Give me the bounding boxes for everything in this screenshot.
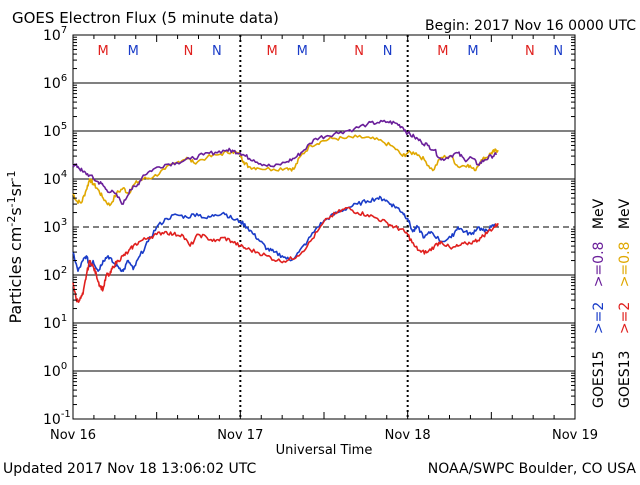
y-tick-label: 106	[43, 73, 67, 92]
legend: GOES15 >=2 >=0.8 MeV GOES13 >=2 >=0.8 Me…	[591, 198, 633, 408]
magnetopause-marker: N	[354, 44, 364, 59]
y-tick-label: 100	[43, 361, 67, 380]
legend-goes15-08mev: >=0.8	[591, 242, 607, 288]
x-axis-title: Universal Time	[276, 443, 373, 458]
y-tick-label: 104	[43, 169, 67, 188]
magnetopause-marker: N	[212, 44, 222, 59]
y-tick-label: 105	[43, 121, 67, 140]
legend-sat-goes15: GOES15	[591, 351, 607, 408]
series-line	[72, 119, 498, 205]
series-layer	[72, 119, 499, 304]
legend-goes15-unit: MeV	[591, 198, 607, 229]
legend-goes13-2mev: >=2	[617, 302, 633, 334]
series-line	[72, 195, 497, 273]
legend-row-goes15: GOES15 >=2 >=0.8 MeV	[591, 198, 607, 408]
magnetopause-marker: N	[383, 44, 393, 59]
legend-row-goes13: GOES13 >=2 >=0.8 MeV	[617, 198, 633, 408]
series-line	[72, 206, 499, 304]
magnetopause-marker: M	[267, 44, 278, 59]
y-tick-label: 10-1	[43, 409, 71, 428]
magnetopause-marker: M	[98, 44, 109, 59]
magnetopause-marker: N	[184, 44, 194, 59]
y-tick-label: 107	[43, 25, 67, 44]
y-axis-title: Particles cm-2s-1sr-1	[5, 170, 25, 323]
begin-label: Begin: 2017 Nov 16 0000 UTC	[425, 18, 636, 34]
series-line	[72, 134, 499, 207]
x-axis-ticks: Nov 16 Nov 17 Nov 18 Nov 19	[50, 35, 598, 443]
y-tick-label: 101	[43, 313, 67, 332]
x-tick-label: Nov 18	[385, 428, 431, 443]
magnetopause-marker: M	[128, 44, 139, 59]
grid-layer	[73, 82, 575, 372]
magnetopause-marker: N	[525, 44, 535, 59]
credit-label: NOAA/SWPC Boulder, CO USA	[428, 461, 637, 477]
x-tick-label: Nov 16	[50, 428, 96, 443]
magnetopause-marker: N	[553, 44, 563, 59]
legend-goes13-08mev: >=0.8	[617, 242, 633, 288]
magnetopause-marker: M	[297, 44, 308, 59]
y-axis-ticks: 107 106 105 104 103 102 101 100 10-1	[43, 25, 575, 428]
legend-goes15-2mev: >=2	[591, 302, 607, 334]
y-tick-label: 102	[43, 265, 67, 284]
y-tick-label: 103	[43, 217, 67, 236]
x-tick-label: Nov 19	[552, 428, 598, 443]
legend-sat-goes13: GOES13	[617, 351, 633, 408]
updated-timestamp: Updated 2017 Nov 18 13:06:02 UTC	[3, 461, 256, 477]
magnetopause-marker: M	[467, 44, 478, 59]
x-tick-label: Nov 17	[217, 428, 263, 443]
legend-goes13-unit: MeV	[617, 198, 633, 229]
magnetopause-marker: M	[437, 44, 448, 59]
chart-title: GOES Electron Flux (5 minute data)	[12, 9, 279, 27]
